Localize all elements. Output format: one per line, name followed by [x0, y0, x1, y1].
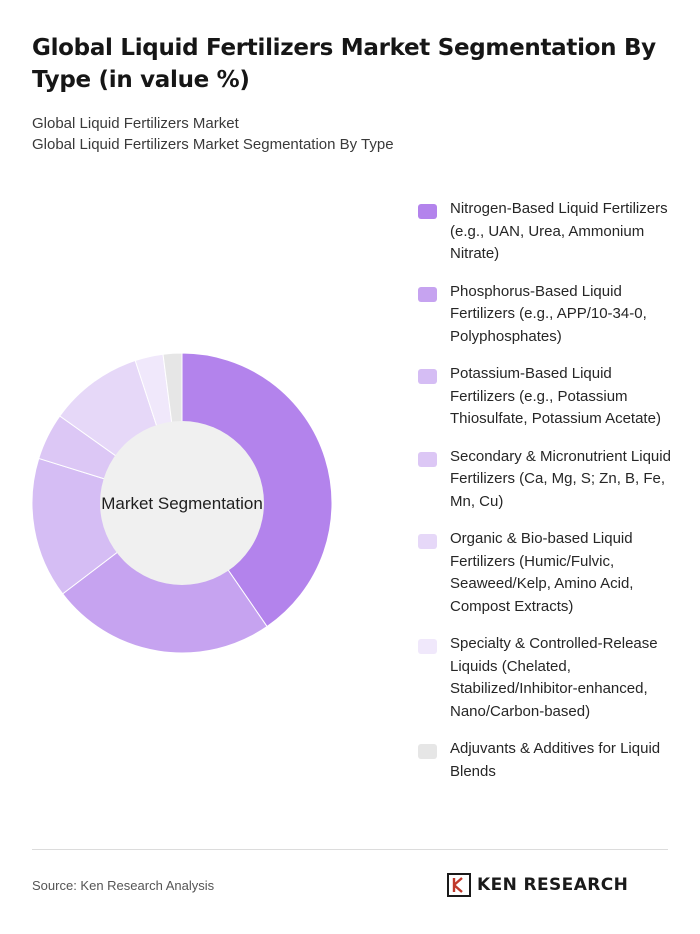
legend-swatch	[418, 204, 437, 219]
chart-legend: Nitrogen-Based Liquid Fertilizers (e.g.,…	[418, 198, 678, 798]
legend-swatch	[418, 744, 437, 759]
footer-divider	[32, 849, 668, 850]
legend-swatch	[418, 534, 437, 549]
donut-hole	[100, 421, 264, 585]
legend-label: Specialty & Controlled-Release Liquids (…	[450, 635, 658, 720]
legend-item: Organic & Bio-based Liquid Fertilizers (…	[418, 528, 678, 618]
legend-item: Adjuvants & Additives for Liquid Blends	[418, 738, 678, 783]
legend-item: Phosphorus-Based Liquid Fertilizers (e.g…	[418, 281, 678, 349]
legend-item: Nitrogen-Based Liquid Fertilizers (e.g.,…	[418, 198, 678, 266]
legend-swatch	[418, 286, 437, 302]
donut-chart: Market Segmentation	[31, 352, 333, 654]
chart-title: Global Liquid Fertilizers Market Segment…	[32, 35, 656, 93]
legend-label: Secondary & Micronutrient Liquid Fertili…	[450, 447, 671, 510]
breadcrumb: Global Liquid Fertilizers Market Global …	[32, 113, 394, 155]
legend-item: Potassium-Based Liquid Fertilizers (e.g.…	[418, 363, 678, 431]
center-label: Market Segmentation	[101, 494, 263, 513]
legend-label: Phosphorus-Based Liquid Fertilizers (e.g…	[450, 282, 647, 345]
legend-item: Secondary & Micronutrient Liquid Fertili…	[418, 446, 678, 514]
breadcrumb-item: Global Liquid Fertilizers Market	[32, 115, 239, 132]
logo-text: KEN RESEARCH	[477, 875, 629, 895]
legend-label: Nitrogen-Based Liquid Fertilizers (e.g.,…	[450, 200, 668, 262]
legend-swatch	[418, 451, 437, 467]
ken-research-logo: KEN RESEARCH	[447, 873, 628, 897]
legend-item: Specialty & Controlled-Release Liquids (…	[418, 633, 678, 723]
ken-logo-icon	[447, 873, 471, 897]
legend-label: Organic & Bio-based Liquid Fertilizers (…	[450, 530, 634, 615]
legend-label: Adjuvants & Additives for Liquid Blends	[450, 740, 661, 780]
legend-label: Potassium-Based Liquid Fertilizers (e.g.…	[450, 365, 661, 427]
legend-swatch	[418, 369, 437, 384]
source-note: Source: Ken Research Analysis	[32, 878, 215, 893]
breadcrumb-item: Global Liquid Fertilizers Market Segment…	[32, 136, 394, 153]
legend-swatch	[418, 639, 437, 654]
